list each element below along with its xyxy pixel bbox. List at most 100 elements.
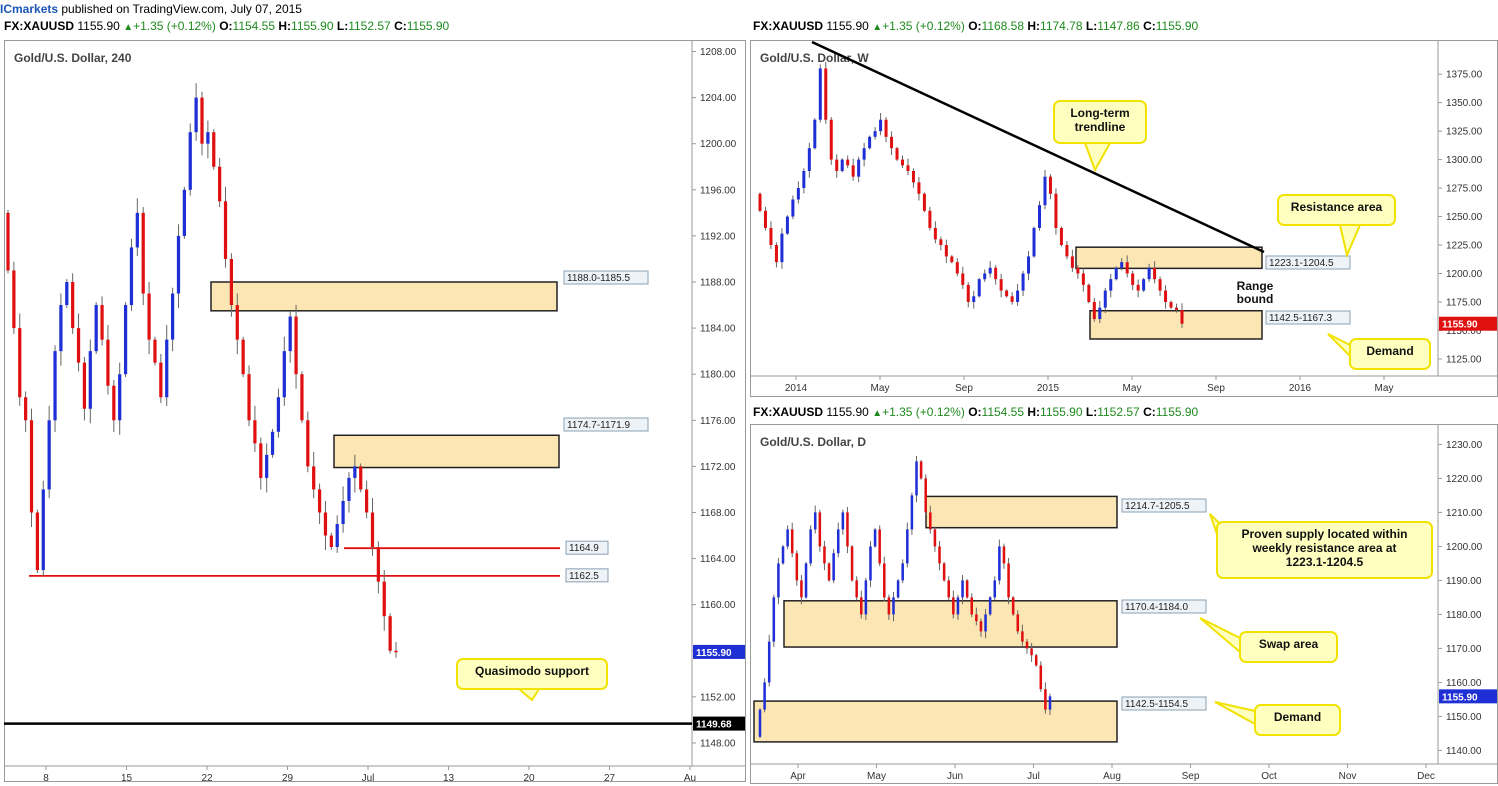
zone-label: 1223.1-1204.5 bbox=[1269, 258, 1334, 269]
chart-weekly[interactable]: 1375.00 1350.00 1325.00 1300.00 1275.00 1250.… bbox=[750, 40, 1498, 397]
quote-close: 1155.90 bbox=[1155, 405, 1199, 419]
quote-price: 1155.90 bbox=[77, 19, 120, 33]
candle-body bbox=[846, 512, 849, 547]
x-tick-label: Jun bbox=[947, 771, 963, 782]
candle-body bbox=[956, 597, 960, 615]
candle-body bbox=[887, 597, 891, 615]
x-tick-label: 2014 bbox=[785, 383, 808, 394]
candle-body bbox=[270, 431, 275, 455]
candle-body bbox=[883, 563, 886, 598]
x-tick-label: Sep bbox=[1182, 771, 1200, 782]
candle-body bbox=[82, 362, 87, 409]
level-price-tag bbox=[693, 716, 745, 731]
candle-body bbox=[855, 580, 858, 598]
y-tick-label: 1350.00 bbox=[1446, 98, 1483, 109]
candle-body bbox=[999, 279, 1003, 291]
quote-line-daily: FX:XAUUSD 1155.90 ▲+1.35 (+0.12%) O:1154… bbox=[753, 405, 1199, 419]
x-tick-label: Dec bbox=[1417, 771, 1435, 782]
candle-body bbox=[288, 316, 292, 352]
callout-text: Swap area bbox=[1259, 637, 1319, 651]
candle-body bbox=[869, 546, 872, 581]
zone-label: 1214.7-1205.5 bbox=[1125, 501, 1190, 512]
y-tick-label: 1180.00 bbox=[700, 370, 736, 381]
y-tick-label: 1325.00 bbox=[1446, 127, 1483, 138]
callout-box bbox=[1349, 338, 1431, 370]
callout-text: 1223.1-1204.5 bbox=[1286, 555, 1364, 569]
candle-body bbox=[972, 296, 976, 302]
candle-body bbox=[790, 529, 794, 554]
candle-body bbox=[900, 159, 905, 166]
callout-box bbox=[456, 658, 608, 690]
candle-body bbox=[106, 339, 110, 386]
quote-line-weekly: FX:XAUUSD 1155.90 ▲+1.35 (+0.12%) O:1168… bbox=[753, 19, 1199, 33]
zone-rect bbox=[753, 700, 1118, 743]
zone-label: 1142.5-1167.3 bbox=[1269, 313, 1332, 324]
chart-h4[interactable]: 1208.00 1204.00 1200.00 1196.00 1192.00 1188.… bbox=[4, 40, 746, 782]
candle-body bbox=[818, 68, 822, 120]
y-tick-label: 1160.00 bbox=[1446, 678, 1482, 689]
candle-body bbox=[1175, 307, 1179, 310]
y-tick-label: 1150.00 bbox=[1446, 326, 1482, 337]
y-tick-label: 1188.00 bbox=[700, 278, 736, 289]
candle-body bbox=[841, 512, 845, 530]
chart-daily[interactable]: 1230.00 1220.00 1210.00 1200.00 1190.00 1180.… bbox=[750, 424, 1498, 784]
candle-body bbox=[1016, 614, 1020, 632]
candle-body bbox=[312, 466, 316, 490]
candle-body bbox=[212, 132, 216, 167]
candle-body bbox=[895, 148, 899, 160]
quote-symbol: FX:XAUUSD bbox=[753, 19, 824, 33]
up-arrow-icon: ▲ bbox=[872, 22, 883, 33]
candle-body bbox=[1016, 290, 1020, 302]
level-label-box bbox=[565, 568, 609, 583]
candle-body bbox=[906, 165, 910, 171]
up-arrow-icon: ▲ bbox=[123, 22, 134, 33]
publisher-header: ICmarkets published on TradingView.com, … bbox=[0, 0, 302, 18]
brand-name[interactable]: ICmarkets bbox=[0, 2, 59, 16]
y-tick-label: 1200.00 bbox=[1446, 269, 1483, 280]
x-tick-label: 15 bbox=[121, 773, 133, 782]
publish-info: published on TradingView.com, July 07, 2… bbox=[58, 2, 302, 16]
candle-body bbox=[388, 616, 392, 651]
candle-body bbox=[1158, 279, 1162, 291]
zone-rect bbox=[783, 600, 1118, 648]
candle-body bbox=[823, 546, 826, 564]
candle-body bbox=[1030, 648, 1033, 656]
candle-body bbox=[153, 339, 157, 363]
x-tick-label: Oct bbox=[1261, 771, 1277, 782]
candle-body bbox=[59, 305, 63, 352]
candle-body bbox=[6, 212, 10, 271]
x-tick-label: May bbox=[1375, 383, 1394, 394]
candle-body bbox=[879, 119, 883, 132]
y-tick-label: 1180.00 bbox=[1446, 610, 1482, 621]
candle-body bbox=[1109, 279, 1113, 291]
candle-body bbox=[370, 512, 375, 548]
candle-body bbox=[928, 210, 932, 228]
level-label: 1162.5 bbox=[569, 571, 599, 582]
candle-body bbox=[24, 397, 28, 421]
quote-symbol: FX:XAUUSD bbox=[4, 19, 75, 33]
candle-body bbox=[911, 170, 915, 183]
candle-body bbox=[824, 68, 828, 120]
candle-body bbox=[846, 159, 850, 166]
zone-rect bbox=[1089, 309, 1263, 340]
candle-body bbox=[780, 233, 784, 263]
x-tick-label: 29 bbox=[282, 773, 294, 782]
candle-body bbox=[382, 581, 386, 617]
candle-body bbox=[983, 273, 987, 280]
candle-body bbox=[832, 553, 835, 581]
candle-body bbox=[763, 682, 766, 710]
up-arrow-icon: ▲ bbox=[872, 408, 883, 419]
candle-body bbox=[988, 267, 992, 274]
candle-body bbox=[979, 621, 983, 632]
candle-body bbox=[1034, 655, 1038, 666]
x-tick-label: Apr bbox=[790, 771, 806, 782]
x-tick-label: 8 bbox=[43, 773, 49, 782]
y-tick-label: 1220.00 bbox=[1446, 474, 1483, 485]
candle-body bbox=[1059, 227, 1063, 246]
candle-body bbox=[988, 597, 992, 615]
y-tick-label: 1190.00 bbox=[1446, 576, 1482, 587]
candle-body bbox=[294, 316, 298, 375]
callout-text: Demand bbox=[1274, 710, 1321, 724]
candle-body bbox=[29, 420, 34, 513]
candle-body bbox=[975, 614, 978, 622]
